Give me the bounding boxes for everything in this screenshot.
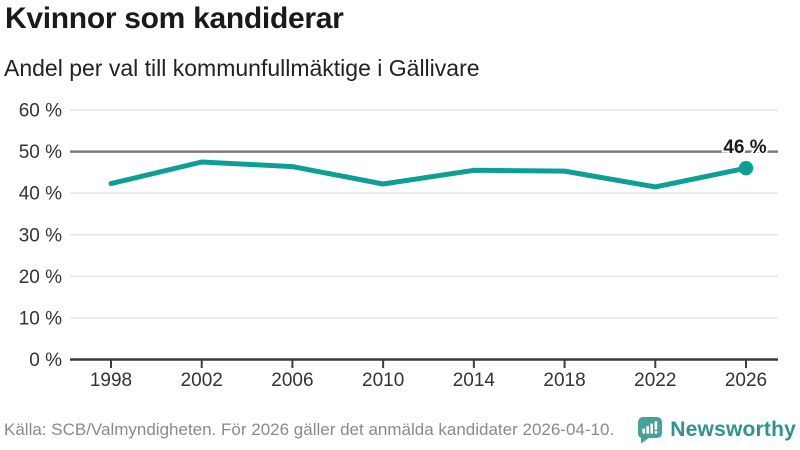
x-axis-tick-label: 2022 [634, 370, 676, 391]
newsworthy-wordmark: Newsworthy [670, 418, 796, 441]
latest-value-dot [738, 161, 754, 176]
x-axis-tick-label: 2026 [725, 370, 767, 391]
x-axis-tick-label: 2002 [181, 370, 223, 391]
y-axis-tick-label: 10 % [19, 308, 62, 329]
source-note: Källa: SCB/Valmyndigheten. För 2026 gäll… [4, 420, 615, 439]
data-line-women-candidates [108, 159, 749, 190]
footer: Källa: SCB/Valmyndigheten. För 2026 gäll… [4, 416, 796, 444]
y-axis-tick-label: 50 % [19, 142, 62, 163]
y-axis-tick-label: 30 % [19, 225, 62, 246]
chart-subtitle: Andel per val till kommunfullmäktige i G… [4, 55, 480, 81]
x-axis-tick-label: 2006 [271, 370, 313, 391]
newsworthy-logo: Newsworthy [637, 416, 796, 444]
x-axis-tick-label: 2018 [543, 370, 585, 391]
y-axis-tick-label: 0 % [29, 350, 62, 371]
y-axis-tick-label: 20 % [19, 267, 62, 288]
x-axis-tick-label: 2014 [453, 370, 496, 391]
y-axis-tick-label: 40 % [19, 184, 62, 205]
chart-title: Kvinnor som kandiderar [5, 2, 344, 35]
x-axis-tick-label: 2010 [362, 370, 404, 391]
x-axis-tick-label: 1998 [90, 370, 132, 391]
latest-value-label: 46 % [723, 137, 766, 158]
newsworthy-bubble-chart-icon [638, 417, 663, 444]
y-axis-tick-label: 60 % [19, 101, 62, 122]
